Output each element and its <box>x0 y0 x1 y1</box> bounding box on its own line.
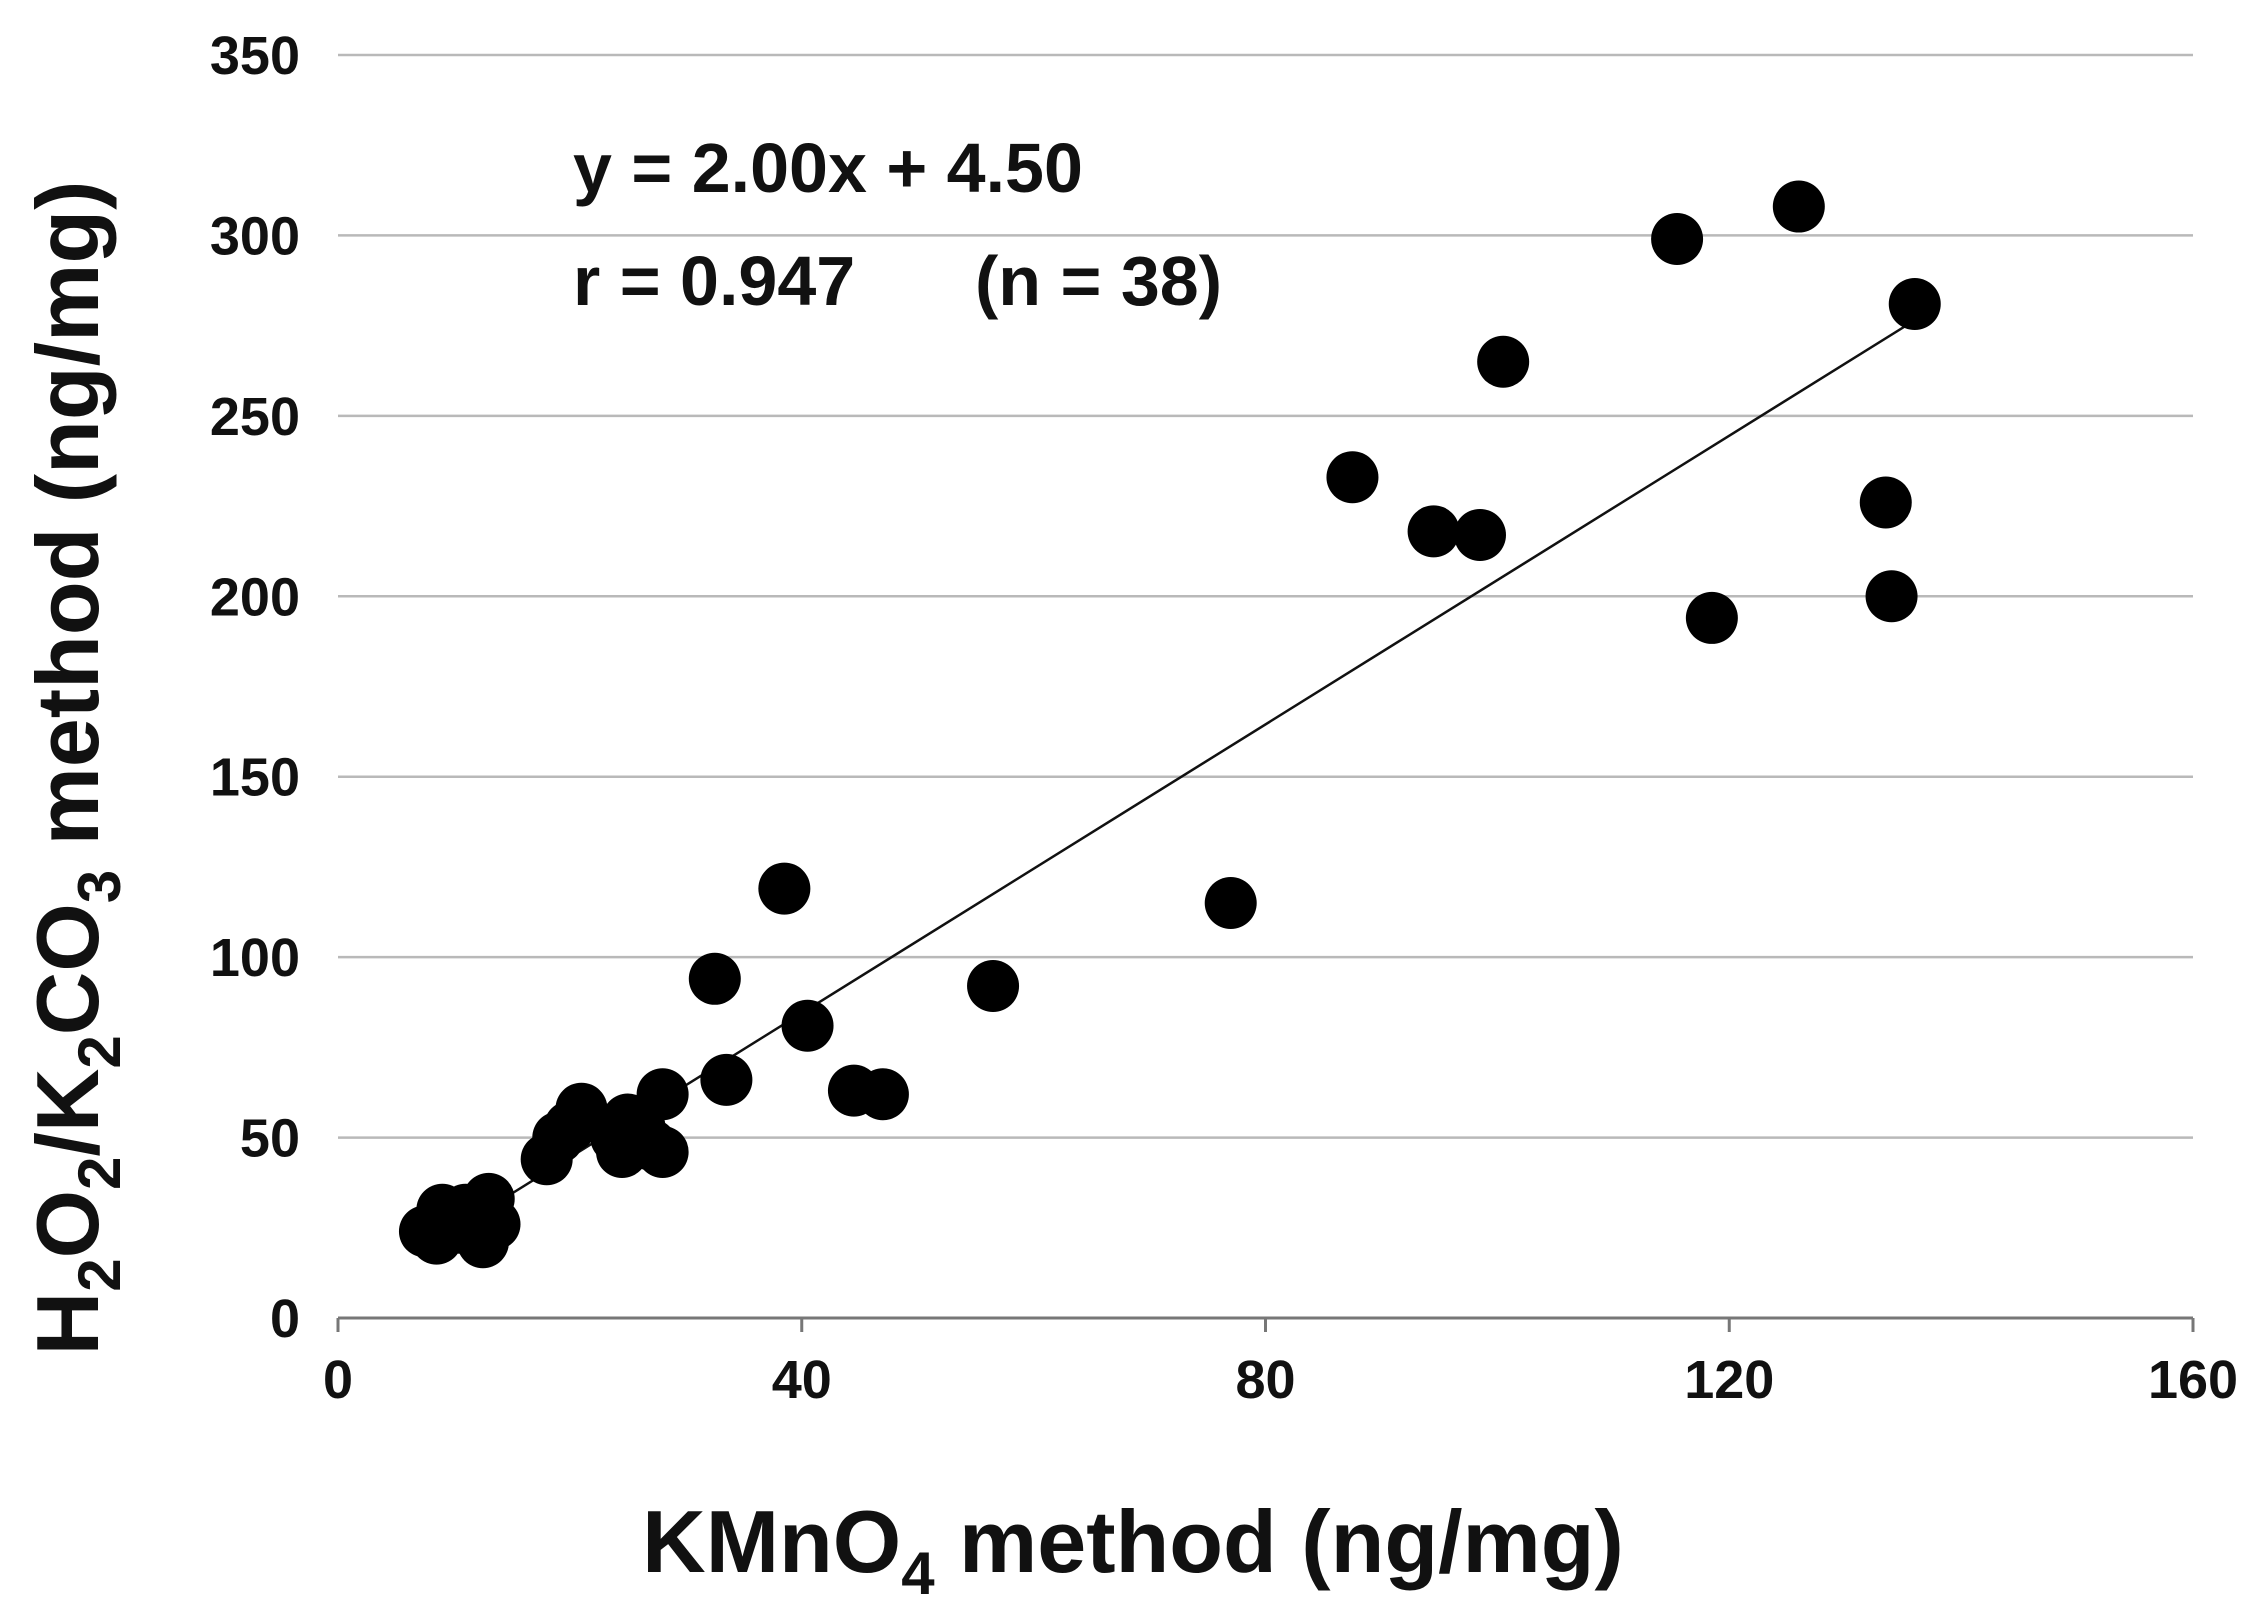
y-axis-title-sub-d: 3 <box>66 870 133 903</box>
x-tick-label: 120 <box>1684 1350 1774 1410</box>
data-point <box>688 952 741 1005</box>
y-axis-title-part-b: O <box>18 1190 117 1258</box>
data-point <box>700 1053 753 1106</box>
x-axis-title: KMnO4 method (ng/mg) <box>642 1492 1624 1603</box>
data-point <box>1859 476 1912 529</box>
correlation-stat: r = 0.947 <box>573 242 855 320</box>
data-point <box>636 1126 689 1179</box>
data-point <box>1477 335 1530 388</box>
y-tick-label: 300 <box>210 206 300 266</box>
x-axis-ticks: 0 40 80 120 160 <box>323 1318 2238 1410</box>
y-axis-title: H2O2/K2CO3 method (ng/mg) <box>18 181 133 1356</box>
y-tick-label: 100 <box>210 928 300 988</box>
x-axis-title-main: KMnO <box>642 1492 901 1591</box>
data-point <box>1204 877 1257 930</box>
y-tick-label: 350 <box>210 26 300 86</box>
data-point <box>636 1068 689 1121</box>
x-tick-label: 80 <box>1235 1350 1295 1410</box>
y-tick-label: 50 <box>240 1109 300 1169</box>
gridlines <box>338 53 2193 1139</box>
data-point <box>1407 505 1460 558</box>
data-point <box>781 999 834 1052</box>
x-axis-title-rest: method (ng/mg) <box>935 1492 1624 1591</box>
data-point <box>1453 508 1506 561</box>
data-point <box>856 1068 909 1121</box>
data-point <box>1888 277 1941 330</box>
x-tick-label: 0 <box>323 1350 353 1410</box>
y-axis-title-part-a: H <box>18 1292 117 1356</box>
y-axis-title-part-c: /K <box>18 1069 117 1157</box>
regression-equation: y = 2.00x + 4.50 <box>573 129 1083 207</box>
y-axis-title-sub-c: 2 <box>66 1035 133 1068</box>
data-point <box>967 960 1020 1013</box>
data-point <box>1651 213 1704 266</box>
data-point <box>1865 570 1918 623</box>
y-axis-title-part-e: method (ng/mg) <box>18 181 117 870</box>
data-points <box>398 180 1941 1269</box>
data-point <box>555 1082 608 1135</box>
data-point <box>1326 451 1379 504</box>
data-point <box>758 862 811 915</box>
y-axis-title-part-d: CO <box>18 903 117 1035</box>
data-point <box>1772 180 1825 233</box>
x-tick-label: 160 <box>2148 1350 2238 1410</box>
y-tick-label: 0 <box>270 1289 300 1349</box>
sample-count: (n = 38) <box>975 242 1222 320</box>
x-tick-label: 40 <box>772 1350 832 1410</box>
data-point <box>1685 591 1738 644</box>
y-tick-label: 250 <box>210 387 300 447</box>
x-axis-title-sub: 4 <box>901 1540 935 1603</box>
y-tick-label: 150 <box>210 748 300 808</box>
y-tick-label: 200 <box>210 567 300 627</box>
data-point <box>468 1198 521 1251</box>
y-axis-title-sub-b: 2 <box>66 1157 133 1190</box>
y-axis-ticks: 0 50 100 150 200 250 300 350 <box>210 26 300 1349</box>
y-axis-title-sub-a: 2 <box>66 1258 133 1291</box>
